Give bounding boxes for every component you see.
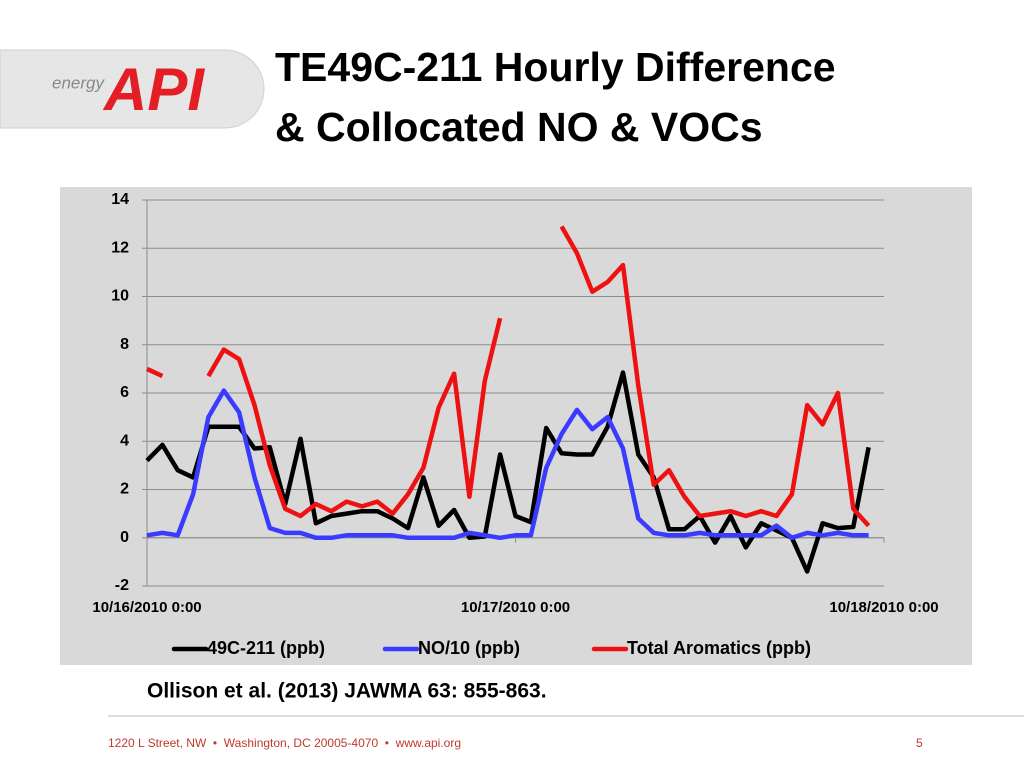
y-tick-label: 8 [120,336,129,353]
citation: Ollison et al. (2013) JAWMA 63: 855-863. [147,680,547,703]
footer-address: 1220 L Street, NW • Washington, DC 20005… [108,736,461,750]
logo-background [0,49,265,129]
logo-name: API [102,56,205,123]
series-line [146,225,871,528]
y-tick-label: 6 [120,384,129,401]
legend-label: NO/10 (ppb) [418,638,520,658]
y-tick-label: 10 [111,288,129,305]
legend-label: Total Aromatics (ppb) [627,638,811,658]
x-tick-label: 10/17/2010 0:00 [461,599,570,616]
y-tick-label: 12 [111,239,129,256]
y-tick-label: -2 [115,577,129,594]
series-line [146,388,869,541]
y-tick-label: 14 [111,191,129,208]
x-tick-label: 10/18/2010 0:00 [829,599,938,616]
logo-tagline: energy [52,73,105,92]
plot: -2 0 2 4 6 8 10 12 14 10/16/2010 0:00 10/17/2010 0… [92,191,938,658]
x-tick-label: 10/16/2010 0:00 [92,599,201,616]
slide-title: TE49C-211 Hourly Difference [275,44,836,90]
slide-title: & Collocated NO & VOCs [275,104,763,150]
page-number: 5 [916,736,923,750]
y-tick-label: 4 [120,432,129,449]
y-tick-label: 2 [120,481,129,498]
y-tick-label: 0 [120,529,129,546]
legend-label: 49C-211 (ppb) [207,638,325,658]
